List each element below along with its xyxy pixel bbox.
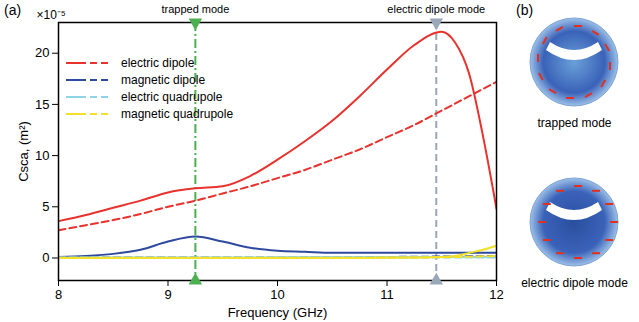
- svg-text:10: 10: [270, 287, 284, 302]
- svg-text:12: 12: [489, 287, 503, 302]
- svg-text:trapped mode: trapped mode: [161, 3, 229, 15]
- html-text:(b): (b): [516, 2, 534, 18]
- html-text:electric dipole mode: electric dipole mode: [521, 276, 628, 290]
- html-text:magnetic quadrupole: magnetic quadrupole: [121, 106, 234, 121]
- html-text:electric dipole: electric dipole: [121, 55, 195, 70]
- svg-text:15: 15: [35, 97, 49, 112]
- svg-text:0: 0: [42, 250, 49, 265]
- html-text:trapped mode: trapped mode: [537, 116, 612, 130]
- svg-text:5: 5: [42, 199, 49, 214]
- svg-text:Csca, (m²): Csca, (m²): [16, 121, 31, 182]
- svg-text:Frequency (GHz): Frequency (GHz): [228, 305, 328, 320]
- svg-text:20: 20: [35, 45, 49, 60]
- svg-text:11: 11: [380, 287, 394, 302]
- svg-text:electric dipole mode: electric dipole mode: [387, 3, 485, 15]
- svg-text:10: 10: [35, 148, 49, 163]
- svg-text:9: 9: [164, 287, 171, 302]
- html-text:magnetic dipole: magnetic dipole: [121, 72, 206, 87]
- svg-text:×10⁻⁵: ×10⁻⁵: [37, 8, 66, 22]
- svg-text:8: 8: [55, 287, 62, 302]
- html-text:(a): (a): [4, 2, 22, 18]
- html-text:electric quadrupole: electric quadrupole: [121, 89, 223, 104]
